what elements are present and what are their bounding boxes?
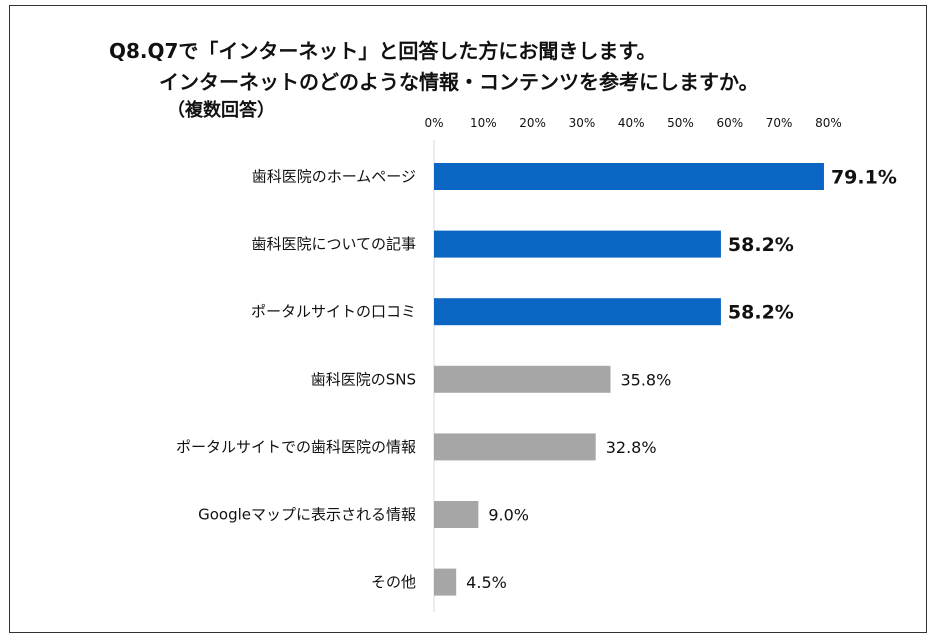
x-tick-label: 70%: [766, 116, 793, 130]
value-label: 58.2%: [728, 234, 794, 256]
bar: [434, 501, 479, 528]
value-label: 4.5%: [466, 573, 507, 592]
value-label: 79.1%: [831, 167, 897, 189]
value-label: 58.2%: [728, 302, 794, 324]
bar: [434, 433, 596, 461]
value-label: 9.0%: [488, 506, 529, 525]
bar: [434, 365, 611, 393]
x-tick-label: 30%: [569, 116, 596, 130]
bar: [434, 568, 457, 596]
x-tick-label: 10%: [470, 116, 497, 130]
x-tick-label: 0%: [424, 116, 443, 130]
value-label: 32.8%: [606, 438, 657, 457]
category-label: 歯科医院のホームページ: [252, 168, 416, 186]
category-label: 歯科医院のSNS: [311, 370, 416, 388]
category-label: ポータルサイトの口コミ: [251, 303, 416, 321]
x-tick-label: 60%: [716, 116, 743, 130]
category-label: ポータルサイトでの歯科医院の情報: [176, 438, 416, 456]
x-tick-label: 50%: [667, 116, 694, 130]
bar-highlighted: [434, 163, 824, 190]
category-label: 歯科医院についての記事: [251, 235, 416, 253]
chart-title-line-2: インターネットのどのような情報・コンテンツを参考にしますか。: [159, 70, 759, 94]
category-label: Googleマップに表示される情報: [198, 506, 416, 524]
x-tick-label: 40%: [618, 116, 645, 130]
x-tick-label: 80%: [815, 116, 842, 130]
chart-title-line-1: Q8.Q7で「インターネット」と回答した方にお聞きします。: [109, 39, 657, 63]
bar-highlighted: [434, 230, 721, 258]
category-label: その他: [371, 573, 416, 591]
chart-title-line-3: （複数回答）: [167, 100, 275, 121]
value-label: 35.8%: [620, 370, 671, 389]
bar-highlighted: [434, 298, 721, 326]
x-tick-label: 20%: [519, 116, 546, 130]
